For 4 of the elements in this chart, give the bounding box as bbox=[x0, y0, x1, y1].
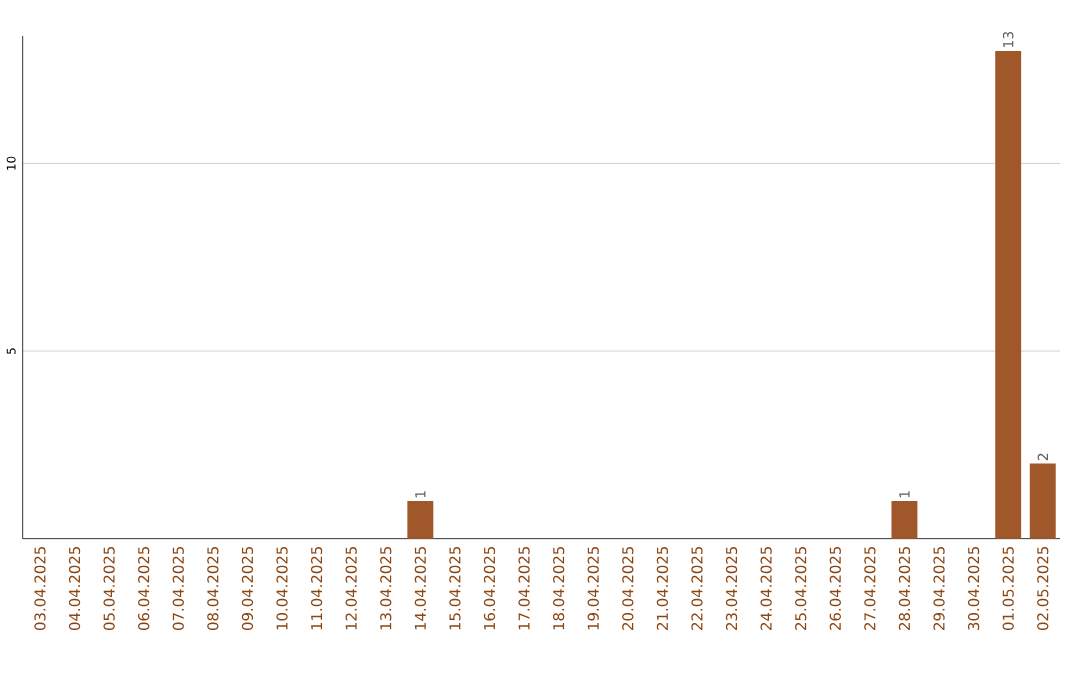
bar bbox=[995, 50, 1022, 539]
bar bbox=[1029, 463, 1056, 539]
bar bbox=[891, 501, 918, 539]
bar bbox=[407, 501, 434, 539]
